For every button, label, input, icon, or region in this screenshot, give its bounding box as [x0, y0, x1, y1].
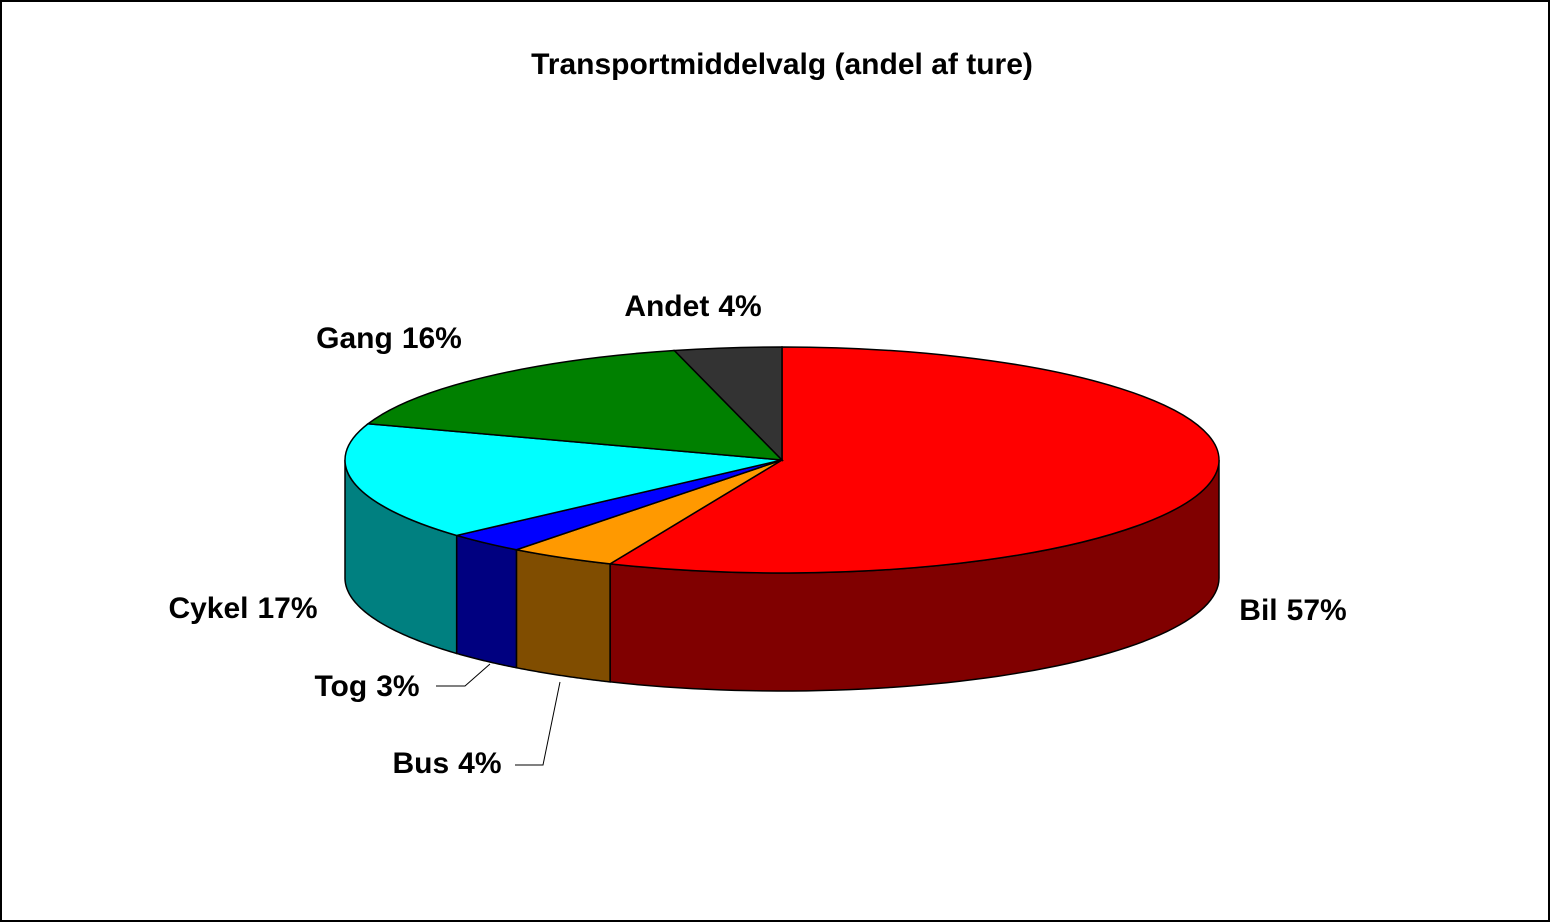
data-label: Gang 16%	[316, 322, 462, 355]
label-category: Bus	[392, 747, 449, 780]
label-value: 57%	[1287, 594, 1347, 627]
pie-slice	[607, 346, 1220, 574]
data-labels: Bil 57% Bus 4% Tog 3% Cykel 17% Gang 16% Andet 4%	[168, 290, 1346, 780]
pie-side	[515, 548, 611, 683]
label-value: 17%	[258, 592, 318, 625]
pie-slice	[672, 346, 783, 462]
pie-slice	[366, 349, 784, 461]
label-value: 16%	[402, 322, 462, 355]
chart-title: Transportmiddelvalg (andel af ture)	[531, 48, 1033, 81]
label-value: 4%	[458, 747, 501, 780]
label-category: Gang	[316, 322, 393, 355]
leader-line	[515, 681, 561, 766]
pie-side	[455, 534, 518, 669]
label-value: 4%	[718, 290, 761, 323]
label-value: 3%	[376, 670, 419, 703]
data-label: Andet 4%	[624, 290, 761, 323]
label-category: Cykel	[168, 592, 248, 625]
pie-tops	[344, 346, 1220, 574]
data-label: Cykel 17%	[168, 592, 317, 625]
pie-sides	[344, 459, 1220, 692]
data-label: Bus 4%	[392, 747, 501, 780]
label-category: Andet	[624, 290, 709, 323]
label-category: Tog	[314, 670, 367, 703]
pie-slice	[344, 422, 783, 537]
data-label: Bil 57%	[1239, 594, 1346, 627]
label-category: Bil	[1239, 594, 1277, 627]
leader-line	[436, 663, 491, 687]
data-label: Tog 3%	[314, 670, 419, 703]
